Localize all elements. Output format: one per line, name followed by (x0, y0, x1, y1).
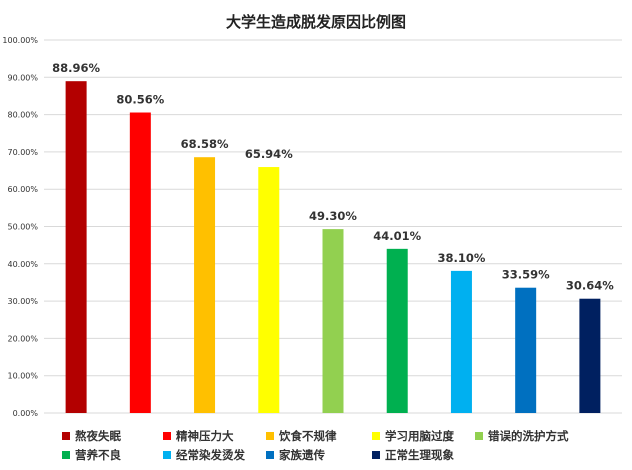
bar (258, 167, 280, 413)
data-label: 33.59% (502, 268, 550, 282)
data-labels: 88.96% 80.56% 68.58% 65.94% 49.30% 44.01% 38.1… (52, 61, 614, 293)
y-tick-label: 90.00% (7, 73, 38, 82)
bar (65, 81, 87, 413)
y-axis-ticks: 0.00% 10.00% 20.00% 30.00% 40.00% 50.00% 60.00… (2, 36, 38, 418)
legend-swatch (372, 451, 380, 459)
y-tick-label: 0.00% (13, 409, 39, 418)
legend-label: 错误的洗护方式 (488, 429, 569, 443)
legend-label: 正常生理现象 (385, 448, 454, 462)
legend-label: 经常染发烫发 (176, 448, 245, 462)
data-label: 65.94% (245, 147, 293, 161)
legend-label: 家族遗传 (279, 448, 325, 462)
data-label: 49.30% (309, 209, 357, 223)
y-tick-label: 40.00% (7, 260, 38, 269)
bar (450, 270, 472, 413)
y-tick-label: 50.00% (7, 223, 38, 232)
y-tick-label: 80.00% (7, 111, 38, 120)
legend-swatch (372, 432, 380, 440)
bar (386, 248, 408, 413)
legend-label: 饮食不规律 (278, 429, 337, 443)
y-tick-label: 100.00% (2, 36, 38, 45)
data-label: 68.58% (181, 137, 229, 151)
data-label: 44.01% (373, 229, 421, 243)
data-label: 88.96% (52, 61, 100, 75)
y-tick-label: 70.00% (7, 148, 38, 157)
bar (129, 112, 151, 413)
bar (194, 157, 216, 413)
data-label: 80.56% (116, 93, 164, 107)
data-label: 38.10% (437, 251, 485, 265)
chart-title: 大学生造成脱发原因比例图 (226, 13, 406, 31)
legend-label: 营养不良 (75, 448, 121, 462)
data-label: 30.64% (566, 279, 614, 293)
legend-label: 学习用脑过度 (385, 429, 454, 443)
y-tick-label: 60.00% (7, 185, 38, 194)
legend-swatch (62, 451, 70, 459)
bar (322, 229, 344, 413)
legend-label: 精神压力大 (176, 429, 234, 443)
bar (515, 287, 537, 413)
legend-swatch (163, 451, 171, 459)
bars (65, 81, 601, 413)
bar (579, 298, 601, 413)
y-tick-label: 30.00% (7, 297, 38, 306)
legend-label: 熬夜失眠 (75, 429, 121, 443)
y-tick-label: 20.00% (7, 334, 38, 343)
y-tick-label: 10.00% (7, 372, 38, 381)
legend-swatch (266, 451, 274, 459)
legend-swatch (475, 432, 483, 440)
legend-swatch (163, 432, 171, 440)
legend-swatch (62, 432, 70, 440)
legend-swatch (266, 432, 274, 440)
